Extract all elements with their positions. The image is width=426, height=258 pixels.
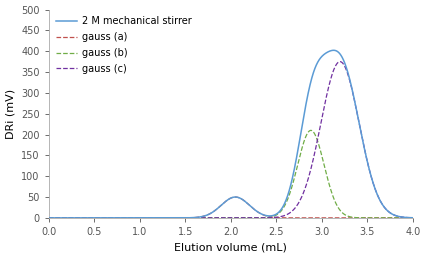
Y-axis label: DRi (mV): DRi (mV) [6,89,16,139]
X-axis label: Elution volume (mL): Elution volume (mL) [174,243,287,252]
Legend: 2 M mechanical stirrer, gauss (a), gauss (b), gauss (c): 2 M mechanical stirrer, gauss (a), gauss… [54,14,193,76]
